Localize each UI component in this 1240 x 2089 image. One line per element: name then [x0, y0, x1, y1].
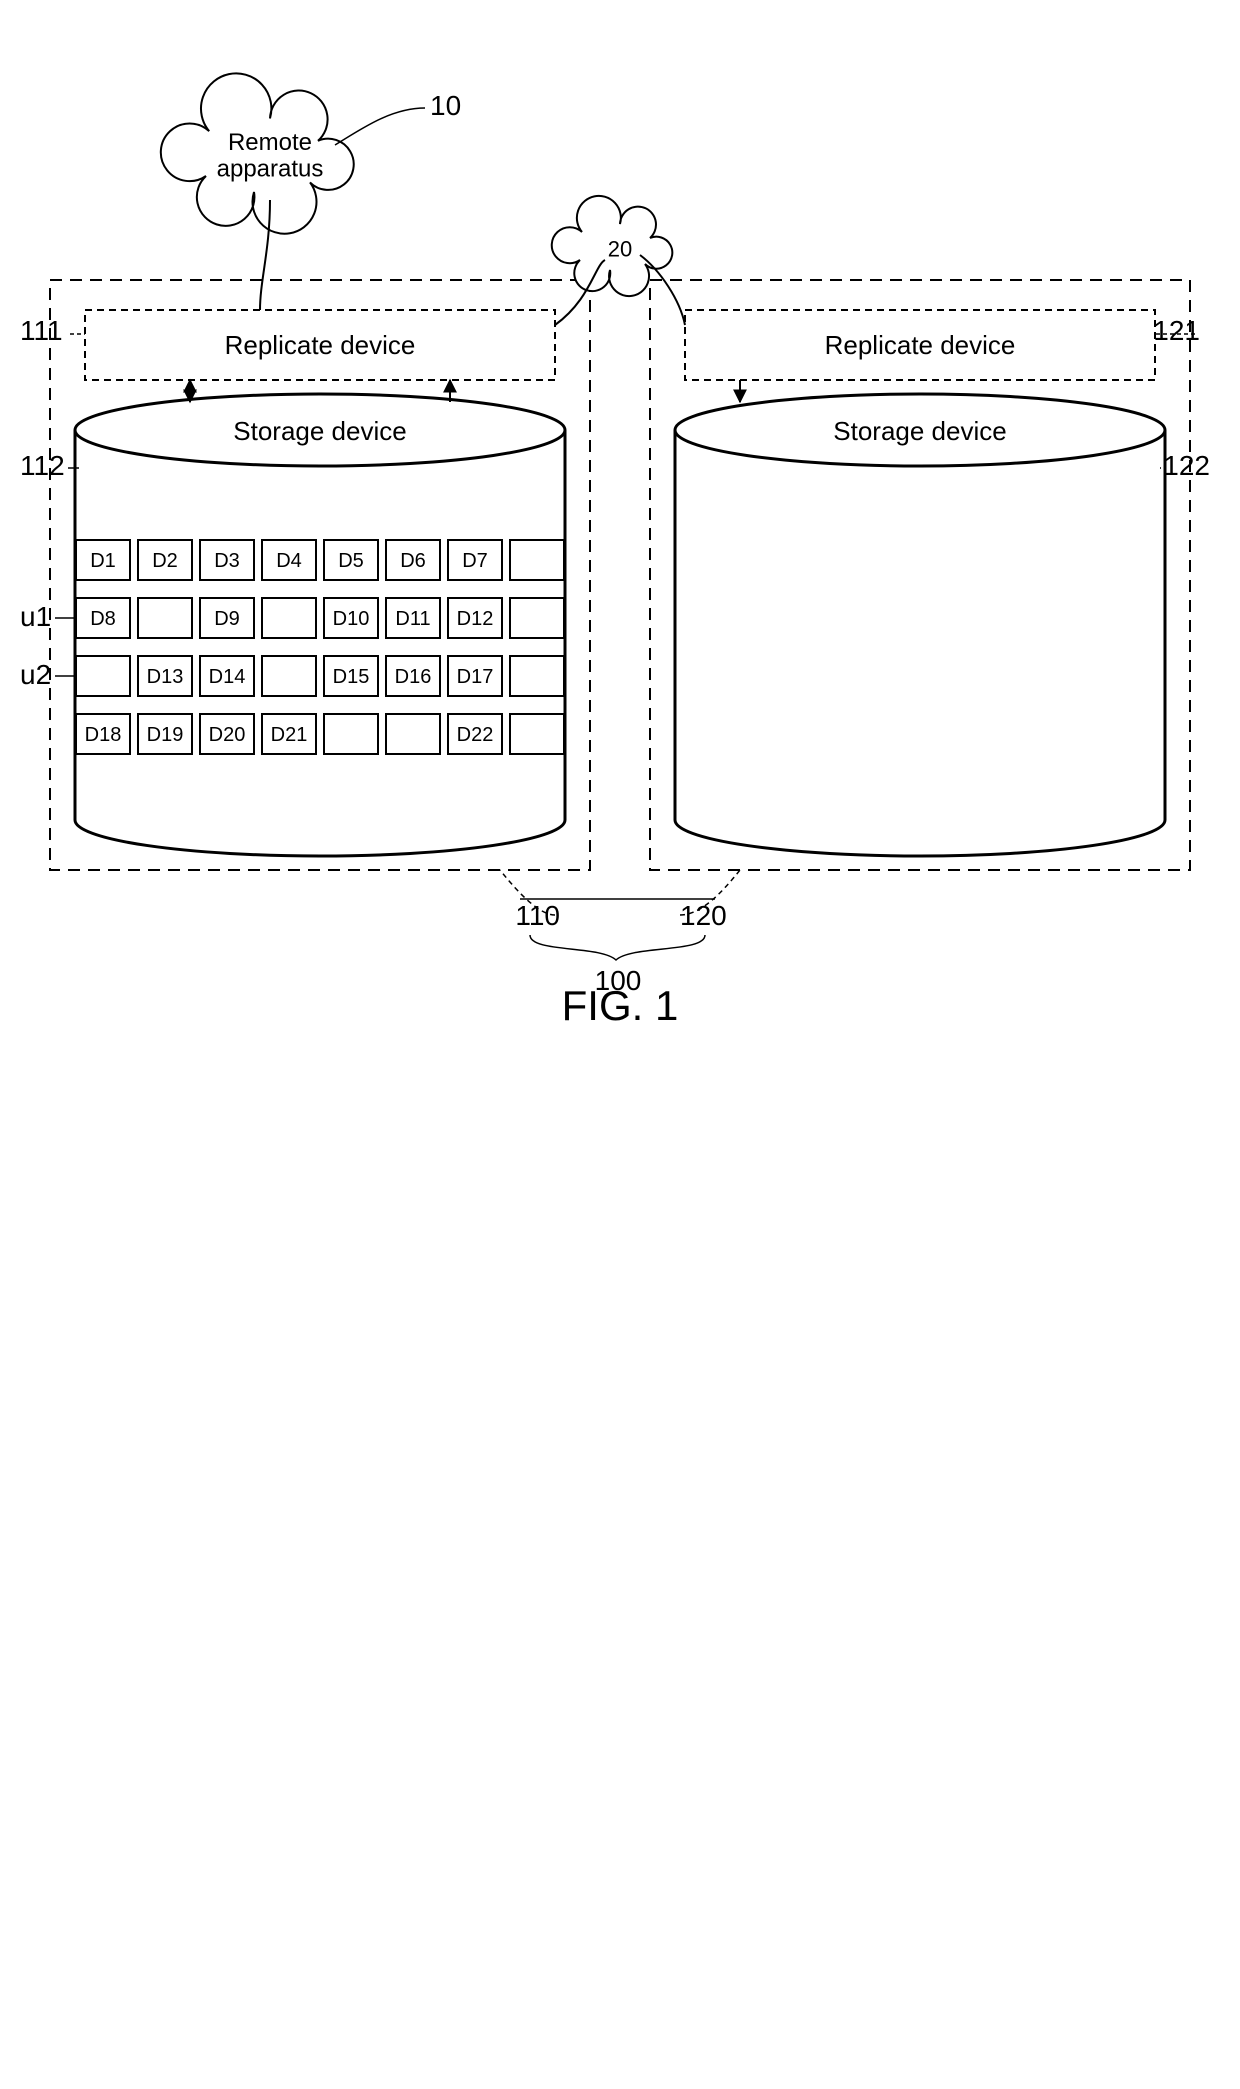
svg-text:D20: D20	[209, 724, 246, 746]
svg-text:D22: D22	[457, 724, 494, 746]
svg-text:122: 122	[1163, 450, 1210, 481]
svg-text:Remoteapparatus: Remoteapparatus	[217, 129, 324, 182]
svg-text:D17: D17	[457, 666, 494, 688]
svg-text:D2: D2	[152, 550, 178, 572]
svg-text:D7: D7	[462, 550, 488, 572]
svg-text:D4: D4	[276, 550, 302, 572]
svg-text:10: 10	[430, 90, 461, 121]
svg-text:D8: D8	[90, 608, 116, 630]
svg-text:D18: D18	[85, 724, 122, 746]
svg-text:u2: u2	[20, 659, 51, 690]
svg-text:D5: D5	[338, 550, 364, 572]
svg-text:D16: D16	[395, 666, 432, 688]
svg-text:D12: D12	[457, 608, 494, 630]
svg-text:D19: D19	[147, 724, 184, 746]
svg-text:D15: D15	[333, 666, 370, 688]
svg-text:D13: D13	[147, 666, 184, 688]
svg-text:Replicate device: Replicate device	[825, 330, 1016, 360]
svg-text:Storage device: Storage device	[833, 416, 1006, 446]
svg-text:Storage device: Storage device	[233, 416, 406, 446]
svg-text:u1: u1	[20, 601, 51, 632]
svg-text:Replicate device: Replicate device	[225, 330, 416, 360]
svg-text:D14: D14	[209, 666, 246, 688]
svg-text:D1: D1	[90, 550, 116, 572]
svg-text:120: 120	[680, 900, 727, 931]
svg-text:112: 112	[20, 450, 65, 481]
svg-text:D3: D3	[214, 550, 240, 572]
svg-text:D10: D10	[333, 608, 370, 630]
svg-text:20: 20	[608, 237, 632, 262]
svg-text:121: 121	[1153, 315, 1200, 346]
svg-text:D9: D9	[214, 608, 240, 630]
svg-text:FIG. 1: FIG. 1	[562, 982, 679, 1029]
svg-text:D11: D11	[395, 608, 430, 630]
svg-text:D6: D6	[400, 550, 426, 572]
svg-text:111: 111	[20, 315, 63, 346]
svg-text:D21: D21	[271, 724, 308, 746]
